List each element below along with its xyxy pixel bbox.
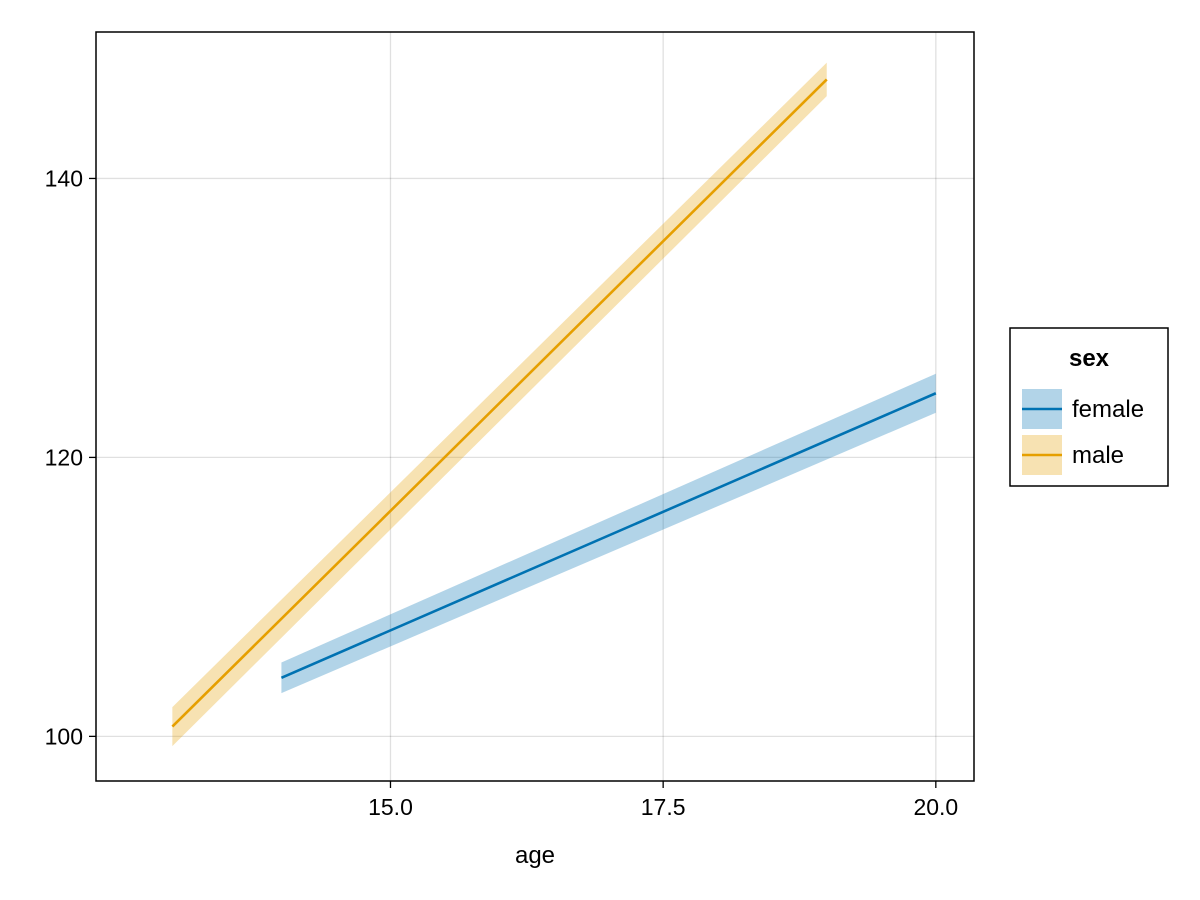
legend-frame bbox=[1009, 327, 1169, 487]
y-tick-label: 140 bbox=[45, 165, 83, 191]
x-tick-label: 20.0 bbox=[913, 794, 958, 820]
legend-label: male bbox=[1072, 442, 1124, 469]
legend-title: sex bbox=[1069, 345, 1110, 372]
band-female bbox=[281, 373, 936, 694]
y-tick-label: 100 bbox=[45, 723, 83, 749]
legend-label: female bbox=[1072, 396, 1144, 423]
x-tick-label: 17.5 bbox=[641, 794, 686, 820]
confidence-bands bbox=[172, 62, 936, 747]
x-axis-ticks: 15.0 17.5 20.0 bbox=[368, 781, 958, 820]
x-axis-label: age bbox=[515, 842, 555, 869]
x-tick-label: 15.0 bbox=[368, 794, 413, 820]
grid-lines bbox=[96, 32, 974, 781]
y-axis-ticks: 100 120 140 bbox=[45, 165, 96, 749]
plot-frame bbox=[95, 31, 975, 782]
line-male bbox=[171, 78, 828, 728]
legend-items: female male bbox=[1022, 389, 1144, 475]
legend-item-female: female bbox=[1022, 389, 1144, 429]
series-lines bbox=[171, 78, 937, 728]
line-female bbox=[280, 392, 937, 679]
legend-item-male: male bbox=[1022, 435, 1124, 475]
y-tick-label: 120 bbox=[45, 444, 83, 470]
legend: sex female male bbox=[1009, 327, 1169, 487]
